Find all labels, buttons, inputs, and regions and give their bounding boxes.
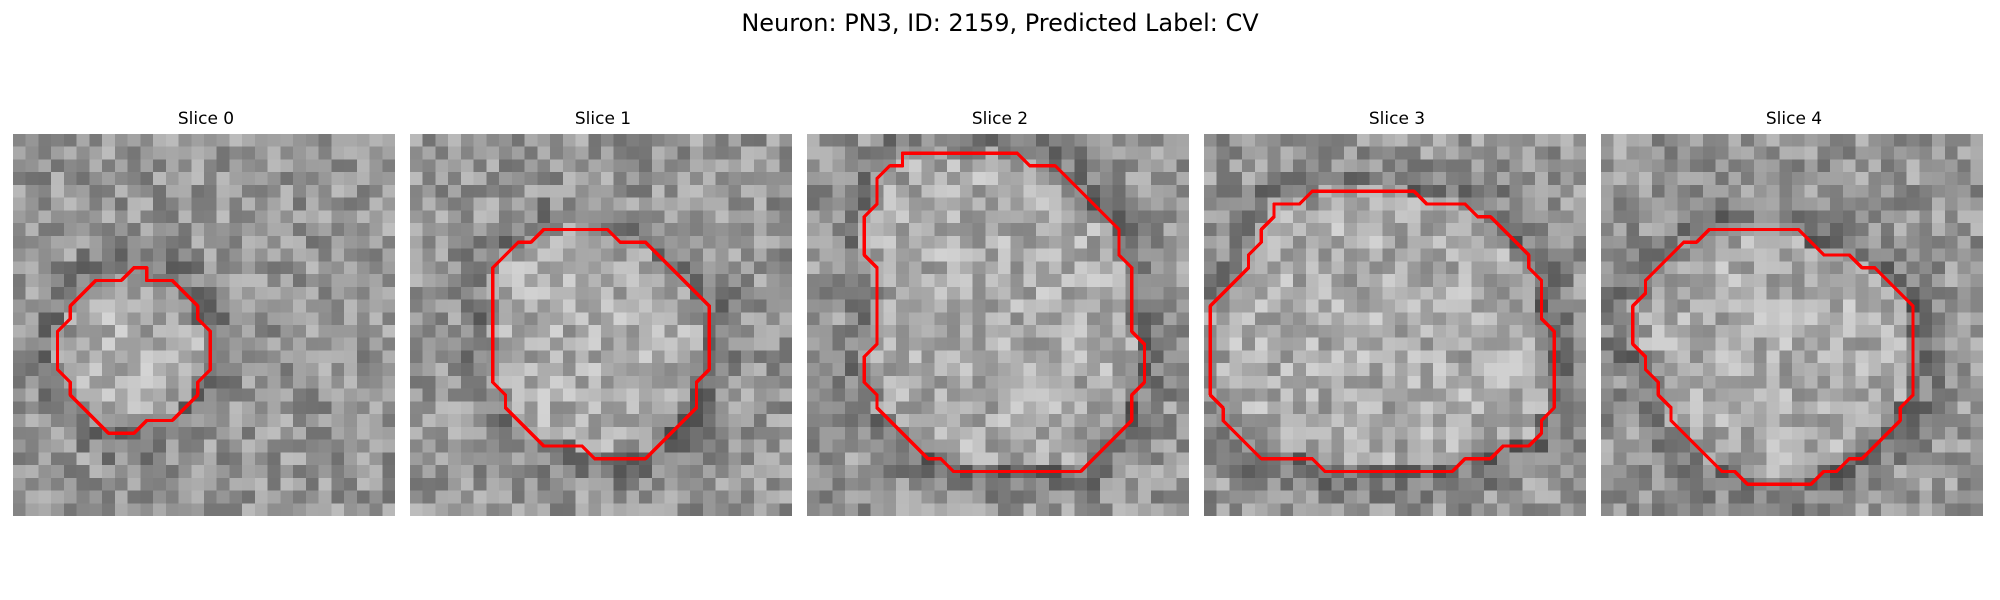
grayscale-pixels	[410, 134, 792, 516]
slice-title: Slice 3	[1368, 109, 1426, 129]
slice-image	[807, 134, 1189, 516]
slice-title: Slice 2	[971, 109, 1029, 129]
slice-title: Slice 1	[574, 109, 632, 129]
slice-image	[1601, 134, 1983, 516]
slice-title: Slice 0	[177, 109, 235, 129]
slice-title: Slice 4	[1765, 109, 1823, 129]
figure-title: Neuron: PN3, ID: 2159, Predicted Label: …	[741, 9, 1259, 37]
contour-outline	[1208, 189, 1556, 474]
slice-panel-1: Slice 1	[410, 106, 796, 516]
slice-panel-4: Slice 4	[1601, 106, 1987, 516]
slice-image	[1204, 134, 1586, 516]
contour-outline	[862, 151, 1147, 474]
slice-panel-3: Slice 3	[1204, 106, 1590, 516]
contour-outline	[55, 266, 213, 435]
slice-image	[13, 134, 395, 516]
slice-image	[410, 134, 792, 516]
slice-panel-0: Slice 0	[13, 106, 399, 516]
grayscale-pixels	[13, 134, 395, 516]
grayscale-pixels	[807, 134, 1189, 516]
contour-outline	[1631, 227, 1915, 486]
contour-outline	[491, 227, 711, 461]
slice-panel-2: Slice 2	[807, 106, 1193, 516]
grayscale-pixels	[1601, 134, 1983, 516]
